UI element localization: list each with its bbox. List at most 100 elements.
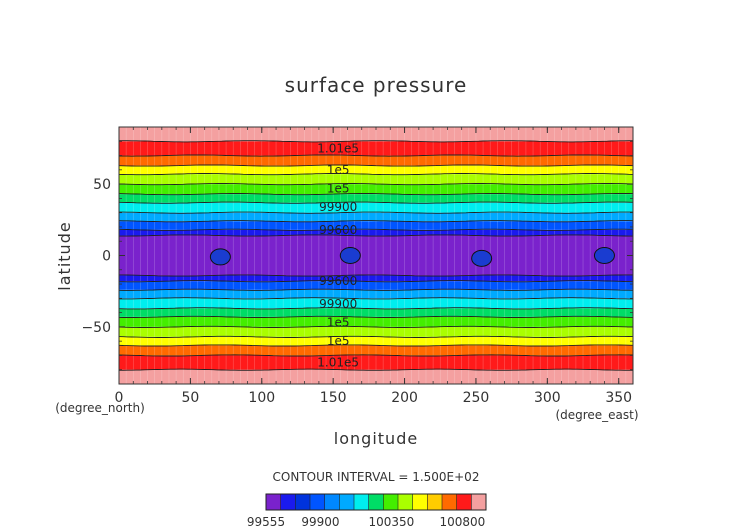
y-axis-ticks: −50 0 50 xyxy=(81,140,633,371)
pressure-band-10 xyxy=(119,275,633,282)
colorbar-label-0: 99555 xyxy=(247,515,285,529)
colorbar-swatch-9 xyxy=(398,494,413,510)
pressure-band-15 xyxy=(119,202,633,213)
contour-line xyxy=(119,297,633,300)
pressure-band-4 xyxy=(119,326,633,337)
y-tick-label: 50 xyxy=(93,177,111,193)
contour-label-0: 1.01e5 xyxy=(317,141,359,155)
pressure-bands xyxy=(119,127,633,384)
contour-label-5: 99600 xyxy=(319,274,357,288)
contour-line xyxy=(119,368,633,371)
contour-interval-label: CONTOUR INTERVAL = 1.500E+02 xyxy=(273,470,480,484)
pressure-band-18 xyxy=(119,174,633,185)
contour-labels: 1.01e5 1e5 1e5 99900 99600 99600 99900 1e5 1e5 1.… xyxy=(317,141,359,369)
contour-line xyxy=(119,335,633,338)
pressure-band-14 xyxy=(119,212,633,222)
colorbar-swatch-4 xyxy=(324,494,340,510)
contour-line xyxy=(119,201,633,204)
colorbar-swatch-8 xyxy=(383,494,399,510)
pressure-band-19 xyxy=(119,165,633,175)
meridian-gridlines xyxy=(119,127,633,384)
plot-area: 1.01e5 1e5 1e5 99900 99600 99600 99900 1e5 1e5 1.… xyxy=(81,126,634,406)
low-pressure-cells xyxy=(209,247,615,267)
pressure-band-16 xyxy=(119,194,633,203)
pressure-band-5 xyxy=(119,316,633,327)
contour-lines xyxy=(119,140,633,371)
colorbar-label-2: 100350 xyxy=(368,515,414,529)
contour-line xyxy=(119,325,633,328)
colorbar xyxy=(265,493,487,511)
contour-label-3: 99900 xyxy=(319,200,357,214)
contour-line xyxy=(119,280,633,283)
contour-line xyxy=(119,173,633,176)
pressure-band-3 xyxy=(119,336,633,346)
pressure-band-0 xyxy=(119,369,633,384)
x-tick-label: 350 xyxy=(605,390,632,406)
colorbar-swatch-7 xyxy=(368,494,384,510)
colorbar-swatch-14 xyxy=(471,494,487,510)
x-axis-ticks: 0 50 100 150 200 250 300 350 xyxy=(115,127,634,406)
contour-label-7: 1e5 xyxy=(327,316,350,330)
low-cell-3 xyxy=(593,247,615,264)
y-axis-label: latitude xyxy=(55,221,74,290)
pressure-band-13 xyxy=(119,221,633,230)
y-tick-label: 0 xyxy=(102,249,111,265)
contour-line xyxy=(119,154,633,157)
pressure-band-22 xyxy=(119,127,633,142)
colorbar-swatch-10 xyxy=(412,494,428,510)
contour-line xyxy=(119,354,633,357)
colorbar-swatch-5 xyxy=(339,494,355,510)
pressure-band-7 xyxy=(119,298,633,309)
contour-line xyxy=(119,211,633,214)
low-cell-1 xyxy=(339,247,361,264)
colorbar-swatch-13 xyxy=(456,494,472,510)
x-tick-label: 200 xyxy=(391,390,418,406)
pressure-band-21 xyxy=(119,141,633,156)
colorbar-swatch-11 xyxy=(427,494,443,510)
x-axis-label: longitude xyxy=(334,429,418,448)
pressure-band-12 xyxy=(119,229,633,236)
x-axis-unit: (degree_east) xyxy=(555,408,638,422)
y-tick-label: −50 xyxy=(81,320,111,336)
colorbar-labels: 99555 99900 100350 100800 xyxy=(247,515,485,529)
pressure-band-20 xyxy=(119,155,633,166)
contour-line xyxy=(119,164,633,167)
low-cell-2 xyxy=(471,249,493,267)
contour-line xyxy=(119,315,633,318)
colorbar-label-1: 99900 xyxy=(301,515,339,529)
contour-line xyxy=(119,234,633,237)
x-tick-label: 150 xyxy=(320,390,347,406)
pressure-band-6 xyxy=(119,308,633,317)
pressure-band-8 xyxy=(119,289,633,299)
contour-label-1: 1e5 xyxy=(327,163,350,177)
colorbar-swatch-12 xyxy=(442,494,457,510)
contour-line xyxy=(119,228,633,231)
contour-label-4: 99600 xyxy=(319,223,357,237)
x-tick-label: 50 xyxy=(181,390,199,406)
colorbar-label-3: 100800 xyxy=(439,515,485,529)
y-axis-unit: (degree_north) xyxy=(55,401,145,415)
colorbar-swatch-1 xyxy=(280,494,296,510)
x-tick-label: 300 xyxy=(534,390,561,406)
contour-line xyxy=(119,307,633,310)
chart-title: surface pressure xyxy=(285,73,468,97)
contour-label-2: 1e5 xyxy=(327,181,350,195)
x-tick-label: 100 xyxy=(248,390,275,406)
contour-line xyxy=(119,274,633,277)
colorbar-swatch-3 xyxy=(310,494,325,510)
contour-line xyxy=(119,288,633,291)
colorbar-frame xyxy=(265,493,487,511)
colorbar-swatch-2 xyxy=(295,494,311,510)
pressure-band-9 xyxy=(119,281,633,290)
x-tick-label: 250 xyxy=(463,390,490,406)
contour-label-6: 99900 xyxy=(319,297,357,311)
contour-line xyxy=(119,220,633,223)
contour-label-9: 1.01e5 xyxy=(317,356,359,370)
contour-line xyxy=(119,140,633,143)
contour-label-8: 1e5 xyxy=(327,334,350,348)
low-cell-0 xyxy=(209,248,231,266)
x-tick-label: 0 xyxy=(115,390,124,406)
pressure-band-11 xyxy=(119,235,633,276)
colorbar-swatch-6 xyxy=(354,494,369,510)
